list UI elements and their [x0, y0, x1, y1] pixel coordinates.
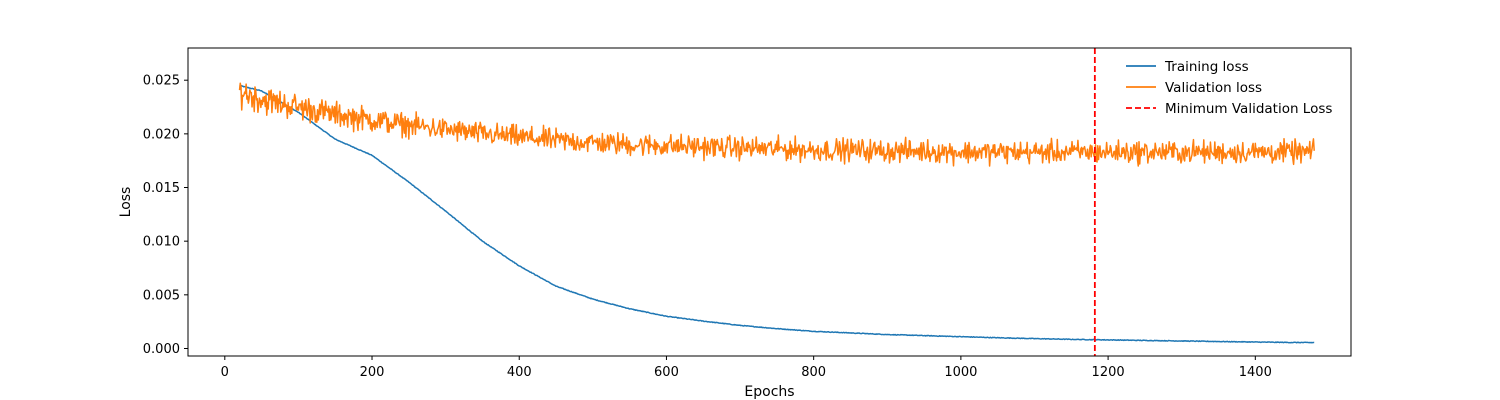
plot-lines	[238, 48, 1315, 356]
legend-label-min-validation: Minimum Validation Loss	[1165, 101, 1332, 117]
x-tick-label: 1000	[944, 365, 977, 380]
x-tick-label: 0	[221, 365, 229, 380]
y-tick-label: 0.015	[143, 181, 180, 196]
validation-loss-line	[238, 82, 1315, 167]
x-tick-label: 800	[801, 365, 826, 380]
legend: Training loss Validation loss Minimum Va…	[1126, 59, 1332, 117]
y-tick-label: 0.010	[143, 235, 180, 250]
legend-label-training: Training loss	[1164, 59, 1249, 75]
training-loss-line	[239, 84, 1315, 344]
y-tick-label: 0.025	[143, 74, 180, 89]
x-tick-label: 200	[360, 365, 385, 380]
x-tick-label: 1200	[1092, 365, 1125, 380]
axes-frame	[187, 47, 1352, 357]
x-tick-label: 600	[654, 365, 679, 380]
y-axis-label: Loss	[118, 187, 134, 218]
x-tick-label: 1400	[1239, 365, 1272, 380]
y-tick-label: 0.000	[143, 342, 180, 357]
y-tick-label: 0.020	[143, 127, 180, 142]
y-axis-ticks: 0.000 0.005 0.010 0.015 0.020 0.025	[143, 74, 188, 357]
legend-label-validation: Validation loss	[1165, 80, 1262, 96]
x-tick-label: 400	[507, 365, 532, 380]
x-axis-ticks: 0 200 400 600 800 1000 1200 1400	[221, 356, 1272, 380]
x-axis-label: Epochs	[744, 384, 794, 400]
y-tick-label: 0.005	[143, 288, 180, 303]
